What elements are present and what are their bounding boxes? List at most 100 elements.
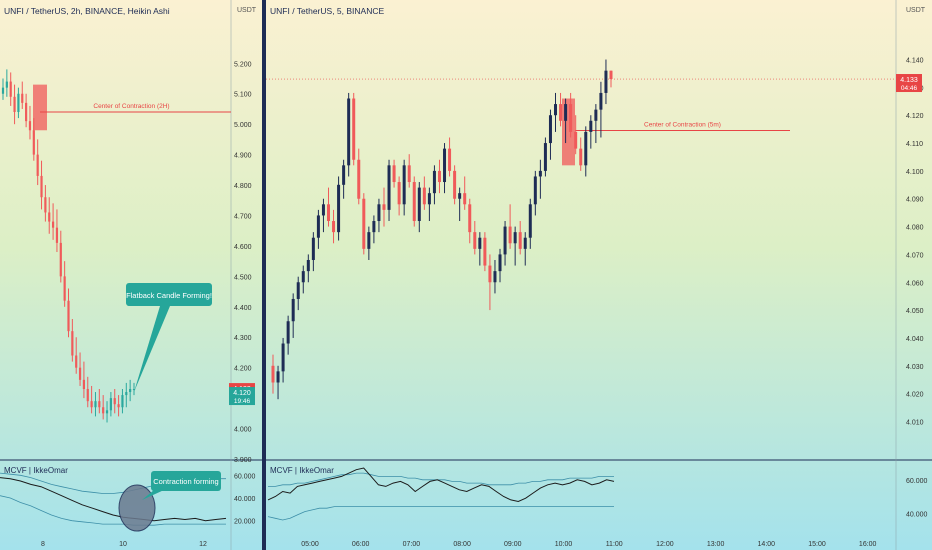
left-candle <box>28 105 32 140</box>
left-indicator-title: MCVF | IkkeOmar <box>4 466 68 475</box>
right-mcvf-line <box>267 467 615 503</box>
right-candle <box>311 232 315 272</box>
left-candle <box>36 139 39 186</box>
right-candle <box>407 154 411 188</box>
right-candle <box>483 232 487 272</box>
right-y-tick: 4.140 <box>906 58 924 65</box>
left-candle <box>67 288 70 338</box>
left-y-tick: 3.900 <box>234 457 252 464</box>
left-candle <box>82 361 86 399</box>
left-candle <box>86 376 89 408</box>
right-candle <box>443 143 447 194</box>
right-candle <box>377 198 381 233</box>
right-candle <box>453 165 457 205</box>
right-candle <box>332 209 336 244</box>
right-candle <box>291 293 295 338</box>
right-candle <box>528 198 532 249</box>
left-y-tick: 5.200 <box>234 61 252 68</box>
left-level-label: Center of Contraction (2H) <box>93 103 169 110</box>
right-candle <box>548 109 552 160</box>
right-candle <box>382 187 386 227</box>
right-candle <box>427 187 431 222</box>
right-candle <box>569 92 573 138</box>
left-lower-band <box>0 495 226 526</box>
left-candle <box>117 395 120 417</box>
right-candle <box>387 159 391 222</box>
right-ind-y-tick: 40.000 <box>906 511 928 518</box>
right-candle <box>574 115 578 155</box>
left-candle <box>1 78 5 100</box>
left-candle <box>132 382 136 396</box>
right-y-tick: 4.030 <box>906 364 924 371</box>
right-ind-y-tick: 60.000 <box>906 478 928 485</box>
left-candle <box>9 72 12 106</box>
left-candle <box>63 261 66 307</box>
right-y-tick: 4.120 <box>906 113 924 120</box>
right-candle <box>584 126 588 177</box>
indicator-callout-text: Contraction forming <box>153 477 218 486</box>
right-y-tick: 4.110 <box>906 141 923 148</box>
left-y-tick: 4.300 <box>234 335 252 342</box>
right-candle <box>321 198 325 233</box>
right-x-tick: 09:00 <box>504 541 522 548</box>
right-price-time: 04:46 <box>901 85 918 92</box>
right-x-tick: 14:00 <box>758 541 776 548</box>
right-candle <box>276 365 280 400</box>
right-axis-unit: USDT <box>906 7 926 14</box>
right-candle <box>554 92 558 132</box>
right-candle <box>609 70 613 88</box>
right-candle <box>538 159 542 199</box>
left-x-tick: 12 <box>199 541 207 548</box>
right-x-tick: 10:00 <box>555 541 573 548</box>
right-candle <box>412 176 416 227</box>
left-y-tick: 5.000 <box>234 122 252 129</box>
left-candle <box>32 118 35 161</box>
left-chart-title: UNFI / TetherUS, 2h, BINANCE, Heikin Ash… <box>4 6 170 16</box>
right-y-tick: 4.010 <box>906 419 924 426</box>
left-candle <box>25 93 28 128</box>
left-candle <box>75 337 78 374</box>
right-candle <box>347 92 351 177</box>
right-chart-title: UNFI / TetherUS, 5, BINANCE <box>270 6 384 16</box>
left-candle <box>17 87 20 119</box>
right-candle <box>448 137 452 177</box>
right-y-tick: 4.060 <box>906 280 924 287</box>
left-candle <box>71 318 74 362</box>
right-candle <box>296 276 300 311</box>
right-candle <box>458 187 462 222</box>
left-mcvf-line <box>0 477 227 522</box>
right-candle <box>432 165 436 205</box>
left-y-tick: 4.400 <box>234 305 252 312</box>
right-candle <box>503 221 507 266</box>
flatback-callout: Flatback Candle Forming! <box>126 283 212 392</box>
right-candle <box>301 265 305 294</box>
right-candle <box>357 148 361 205</box>
left-price-time: 19:46 <box>234 398 251 405</box>
right-x-tick: 08:00 <box>453 541 471 548</box>
left-candle <box>113 388 116 414</box>
left-x-tick: 10 <box>119 541 127 548</box>
right-candle <box>498 248 502 283</box>
indicator-callout-box <box>151 471 221 491</box>
right-candle <box>604 59 608 105</box>
right-x-tick: 06:00 <box>352 541 370 548</box>
right-candle <box>316 209 320 249</box>
left-contraction-marker <box>118 484 156 532</box>
right-chart: 4.1404.1304.1204.1104.1004.0904.0804.070… <box>266 58 924 548</box>
left-candle <box>109 392 112 417</box>
left-chart: 5.200 5.100 5.000 4.900 4.800 4.700 4.600 4.500… <box>1 61 255 548</box>
right-candle <box>281 337 285 383</box>
left-candle <box>105 401 109 423</box>
left-y-tick: 4.900 <box>234 153 252 160</box>
callout-text: Flatback Candle Forming! <box>126 291 212 300</box>
right-y-tick: 4.100 <box>906 169 924 176</box>
right-x-tick: 12:00 <box>656 541 674 548</box>
right-y-tick: 4.020 <box>906 392 924 399</box>
right-candle <box>533 170 537 216</box>
right-candle <box>543 137 547 177</box>
right-candle <box>367 226 371 260</box>
right-x-tick: 16:00 <box>859 541 877 548</box>
right-candle <box>352 92 356 166</box>
